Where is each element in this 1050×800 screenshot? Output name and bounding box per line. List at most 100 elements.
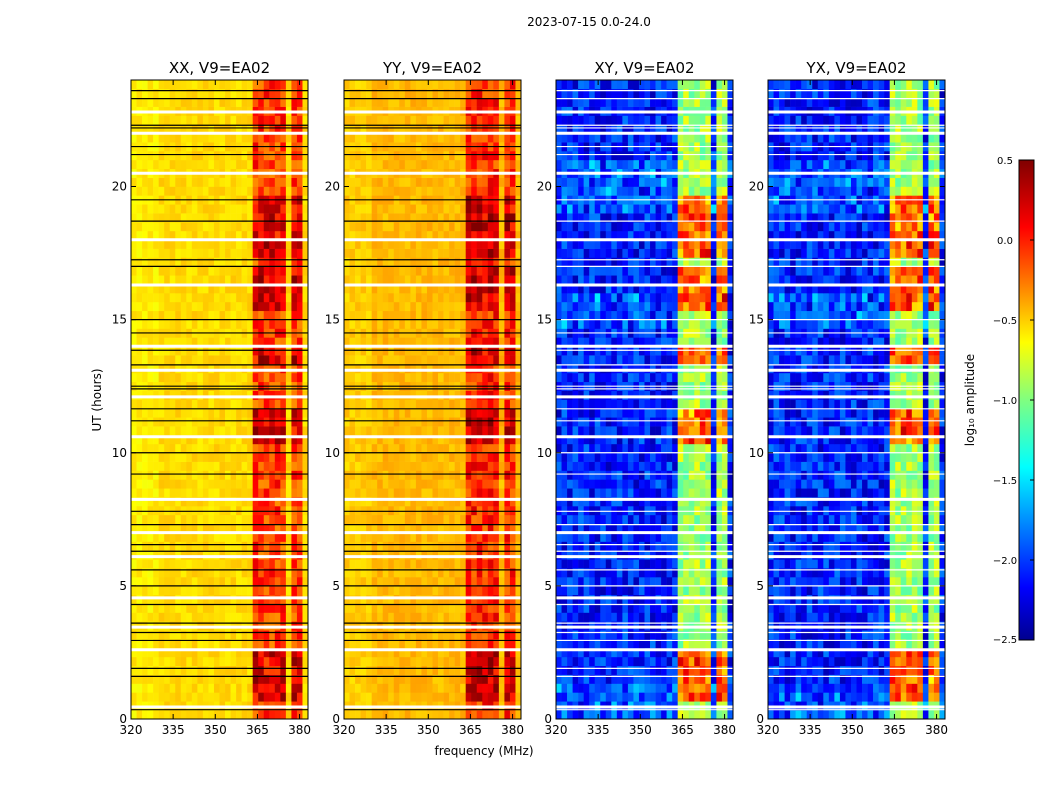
heatmap-cell xyxy=(509,230,516,241)
heatmap-cell xyxy=(509,523,516,533)
heatmap-cell xyxy=(471,443,478,454)
heatmap-cell xyxy=(438,585,444,596)
heatmap-cell xyxy=(410,213,417,223)
heatmap-cell xyxy=(366,257,372,267)
heatmap-cell xyxy=(180,506,187,516)
heatmap-cell xyxy=(302,115,309,125)
heatmap-cell xyxy=(208,710,215,720)
heatmap-cell xyxy=(482,630,489,640)
heatmap-cell xyxy=(230,692,237,702)
heatmap-cell xyxy=(247,585,253,596)
heatmap-cell xyxy=(589,656,596,667)
heatmap-cell xyxy=(355,710,361,720)
heatmap-cell xyxy=(269,151,276,161)
heatmap-cell xyxy=(465,159,472,170)
heatmap-cell xyxy=(415,151,422,161)
heatmap-cell xyxy=(371,319,378,329)
heatmap-cell xyxy=(415,293,422,303)
heatmap-cell xyxy=(180,710,187,720)
heatmap-cell xyxy=(208,355,215,365)
heatmap-cell xyxy=(136,88,143,99)
heatmap-cell xyxy=(269,470,276,480)
heatmap-cell xyxy=(169,612,176,622)
heatmap-cell xyxy=(465,550,472,560)
heatmap-cell xyxy=(230,364,237,374)
heatmap-cell xyxy=(415,417,422,427)
heatmap-cell xyxy=(410,284,417,294)
heatmap-cell xyxy=(487,435,494,445)
heatmap-cell xyxy=(421,266,428,276)
heatmap-cell xyxy=(202,115,209,125)
heatmap-cell xyxy=(247,239,253,249)
heatmap-cell xyxy=(509,204,516,214)
heatmap-cell xyxy=(285,230,292,241)
heatmap-cell xyxy=(263,151,270,161)
heatmap-cell xyxy=(280,523,287,533)
heatmap-cell xyxy=(721,674,728,684)
heatmap-cell xyxy=(164,230,171,241)
heatmap-cell xyxy=(344,559,350,569)
heatmap-cell xyxy=(415,514,422,525)
heatmap-cell xyxy=(202,364,209,374)
heatmap-cell xyxy=(443,488,450,498)
heatmap-cell xyxy=(258,470,265,480)
heatmap-cell xyxy=(175,133,182,143)
heatmap-cell xyxy=(360,337,367,347)
heatmap-cell xyxy=(180,550,187,560)
heatmap-cell xyxy=(360,115,367,125)
heatmap-cell xyxy=(175,523,182,533)
heatmap-cell xyxy=(399,443,406,454)
heatmap-cell xyxy=(366,159,372,170)
heatmap-cell xyxy=(202,612,209,622)
heatmap-cell xyxy=(471,301,478,312)
heatmap-cell xyxy=(302,506,309,516)
heatmap-cell xyxy=(465,408,472,418)
heatmap-cell xyxy=(197,80,204,90)
heatmap-cell xyxy=(399,488,406,498)
heatmap-cell xyxy=(465,275,472,285)
heatmap-cell xyxy=(404,630,411,640)
heatmap-cell xyxy=(241,390,248,400)
heatmap-cell xyxy=(280,390,287,400)
heatmap-cell xyxy=(677,710,684,720)
heatmap-cell xyxy=(241,417,248,427)
heatmap-cell xyxy=(583,665,590,675)
heatmap-cell xyxy=(377,310,384,320)
heatmap-cell xyxy=(633,665,640,675)
heatmap-cell xyxy=(504,186,511,196)
heatmap-cell xyxy=(158,639,165,649)
heatmap-cell xyxy=(219,692,226,702)
heatmap-cell xyxy=(426,665,433,675)
heatmap-cell xyxy=(252,497,259,507)
heatmap-cell xyxy=(371,222,378,232)
heatmap-cell xyxy=(197,426,204,436)
heatmap-cell xyxy=(493,88,500,99)
heatmap-cell xyxy=(460,683,466,693)
heatmap-cell xyxy=(280,204,287,214)
heatmap-cell xyxy=(236,435,242,445)
heatmap-cell xyxy=(142,550,148,560)
heatmap-cell xyxy=(175,506,182,516)
heatmap-cell xyxy=(371,97,378,107)
heatmap-cell xyxy=(136,656,143,667)
heatmap-cell xyxy=(493,417,500,427)
heatmap-cell xyxy=(344,532,350,542)
heatmap-cell xyxy=(371,301,378,312)
heatmap-cell xyxy=(349,88,356,99)
heatmap-cell xyxy=(164,310,171,320)
heatmap-cell xyxy=(344,266,350,276)
x-tick-label: 365 xyxy=(459,723,482,737)
heatmap-cell xyxy=(498,506,505,516)
heatmap-cell xyxy=(241,612,248,622)
heatmap-cell xyxy=(410,230,417,241)
heatmap-cell xyxy=(432,301,439,312)
heatmap-cell xyxy=(197,488,204,498)
heatmap-cell xyxy=(241,293,248,303)
heatmap-cell xyxy=(415,230,422,241)
heatmap-cell xyxy=(296,248,303,258)
heatmap-cell xyxy=(136,541,143,551)
heatmap-cell xyxy=(252,177,259,187)
heatmap-cell xyxy=(302,133,309,143)
heatmap-cell xyxy=(388,97,395,107)
heatmap-cell xyxy=(225,435,231,445)
